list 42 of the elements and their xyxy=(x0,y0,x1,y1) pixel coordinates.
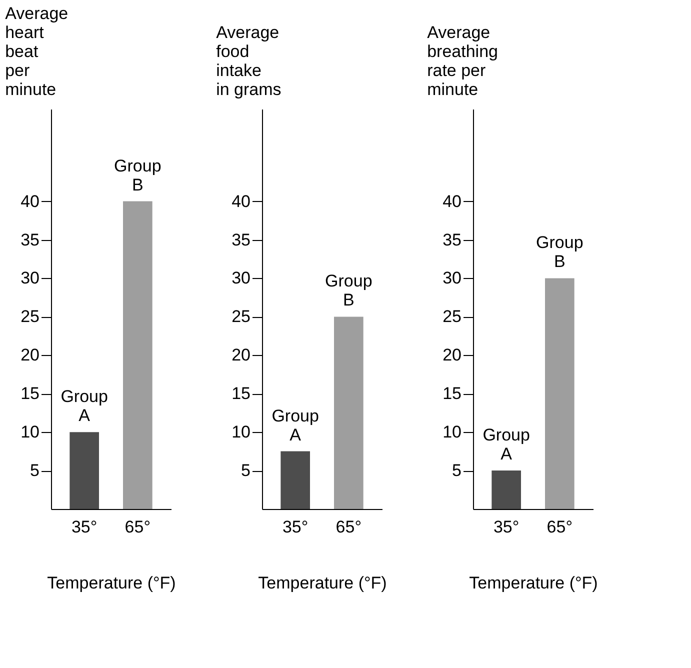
x-tick-label: 65° xyxy=(336,518,362,536)
x-axis-title: Temperature (°F) xyxy=(469,574,598,592)
chart-title: Average food intake in grams xyxy=(216,23,282,99)
chart-title: Average heart beat per minute xyxy=(5,4,68,99)
y-tick-label: 30 xyxy=(232,268,250,288)
x-tick-label: 35° xyxy=(282,518,308,536)
y-tick-label: 20 xyxy=(232,346,250,365)
y-tick-label: 5 xyxy=(452,461,462,480)
y-tick-label: 15 xyxy=(232,384,250,404)
y-tick-label: 40 xyxy=(232,192,250,211)
y-tick-label: 20 xyxy=(20,346,40,365)
annotation: Group A xyxy=(482,426,530,464)
y-tick-label: 15 xyxy=(442,384,462,404)
y-tick-label: 35 xyxy=(20,230,40,250)
annotation: Group A xyxy=(60,387,108,426)
chart-title: Average breathing rate per minute xyxy=(427,23,498,99)
annotation: Group A xyxy=(272,406,319,444)
y-tick-label: 35 xyxy=(442,230,462,250)
y-tick-label: 20 xyxy=(442,346,462,365)
y-tick-label: 25 xyxy=(232,307,250,326)
x-tick-label: 35° xyxy=(493,518,520,536)
y-tick-label: 25 xyxy=(442,307,462,326)
y-tick-label: 10 xyxy=(232,422,250,442)
y-tick-label: 10 xyxy=(20,422,40,442)
y-tick-label: 40 xyxy=(20,192,40,211)
x-tick-label: 65° xyxy=(546,518,573,536)
annotation: Group B xyxy=(114,156,162,194)
x-tick-label: 65° xyxy=(124,518,151,536)
y-tick-label: 15 xyxy=(20,384,40,404)
x-axis-title: Temperature (°F) xyxy=(47,574,176,592)
annotation: Group B xyxy=(536,233,584,272)
x-tick-label: 35° xyxy=(71,518,98,536)
y-tick-label: 5 xyxy=(241,461,250,480)
y-tick-label: 35 xyxy=(232,230,250,250)
y-tick-label: 30 xyxy=(442,268,462,288)
annotation: Group B xyxy=(325,272,372,310)
y-tick-label: 5 xyxy=(30,461,40,480)
x-axis-title: Temperature (°F) xyxy=(258,574,387,592)
y-tick-label: 10 xyxy=(442,422,462,442)
y-tick-label: 40 xyxy=(442,192,462,211)
y-tick-label: 25 xyxy=(20,307,40,326)
y-tick-label: 30 xyxy=(20,268,40,288)
